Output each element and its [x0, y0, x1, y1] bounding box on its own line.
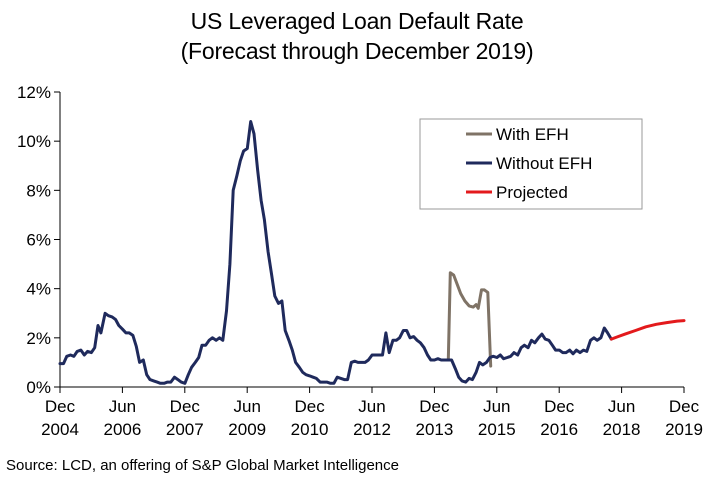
x-tick-label: 2012: [353, 420, 391, 439]
legend-box: [419, 118, 643, 210]
series-line-projected: [609, 319, 686, 341]
x-tick-label: 2015: [478, 420, 516, 439]
series-line-with-efh: [446, 271, 493, 368]
x-tick-label: Dec: [669, 397, 700, 416]
x-tick-label: 2010: [291, 420, 329, 439]
x-tick-label: 2016: [540, 420, 578, 439]
legend-label: With EFH: [496, 125, 569, 144]
x-tick-label: Dec: [170, 397, 201, 416]
legend-label: Projected: [496, 183, 568, 202]
x-tick-label: Jun: [109, 397, 136, 416]
series-line-without-efh: [58, 120, 613, 385]
x-tick-label: 2018: [603, 420, 641, 439]
x-tick-label: Jun: [358, 397, 385, 416]
x-tick-label: Dec: [544, 397, 575, 416]
x-tick-label: Dec: [294, 397, 325, 416]
x-tick-label: Jun: [233, 397, 260, 416]
y-tick-label: 8%: [26, 181, 51, 200]
x-tick-label: 2004: [41, 420, 79, 439]
y-tick-label: 6%: [26, 231, 51, 250]
chart-subtitle: (Forecast through December 2019): [180, 38, 534, 64]
x-tick-label: Jun: [608, 397, 635, 416]
y-tick-label: 4%: [26, 280, 51, 299]
y-tick-label: 0%: [26, 378, 51, 397]
x-tick-label: 2007: [166, 420, 204, 439]
x-tick-label: 2006: [103, 420, 141, 439]
x-tick-label: Dec: [45, 397, 76, 416]
y-tick-label: 2%: [26, 329, 51, 348]
y-tick-label: 12%: [17, 83, 51, 102]
x-tick-label: Dec: [419, 397, 450, 416]
source-note: Source: LCD, an offering of S&P Global M…: [6, 457, 399, 474]
legend-label: Without EFH: [496, 154, 592, 173]
x-tick-label: Jun: [483, 397, 510, 416]
x-tick-label: 2009: [228, 420, 266, 439]
y-tick-label: 10%: [17, 132, 51, 151]
x-tick-label: 2019: [665, 420, 703, 439]
chart-title: US Leveraged Loan Default Rate: [190, 8, 524, 34]
x-tick-label: 2013: [415, 420, 453, 439]
